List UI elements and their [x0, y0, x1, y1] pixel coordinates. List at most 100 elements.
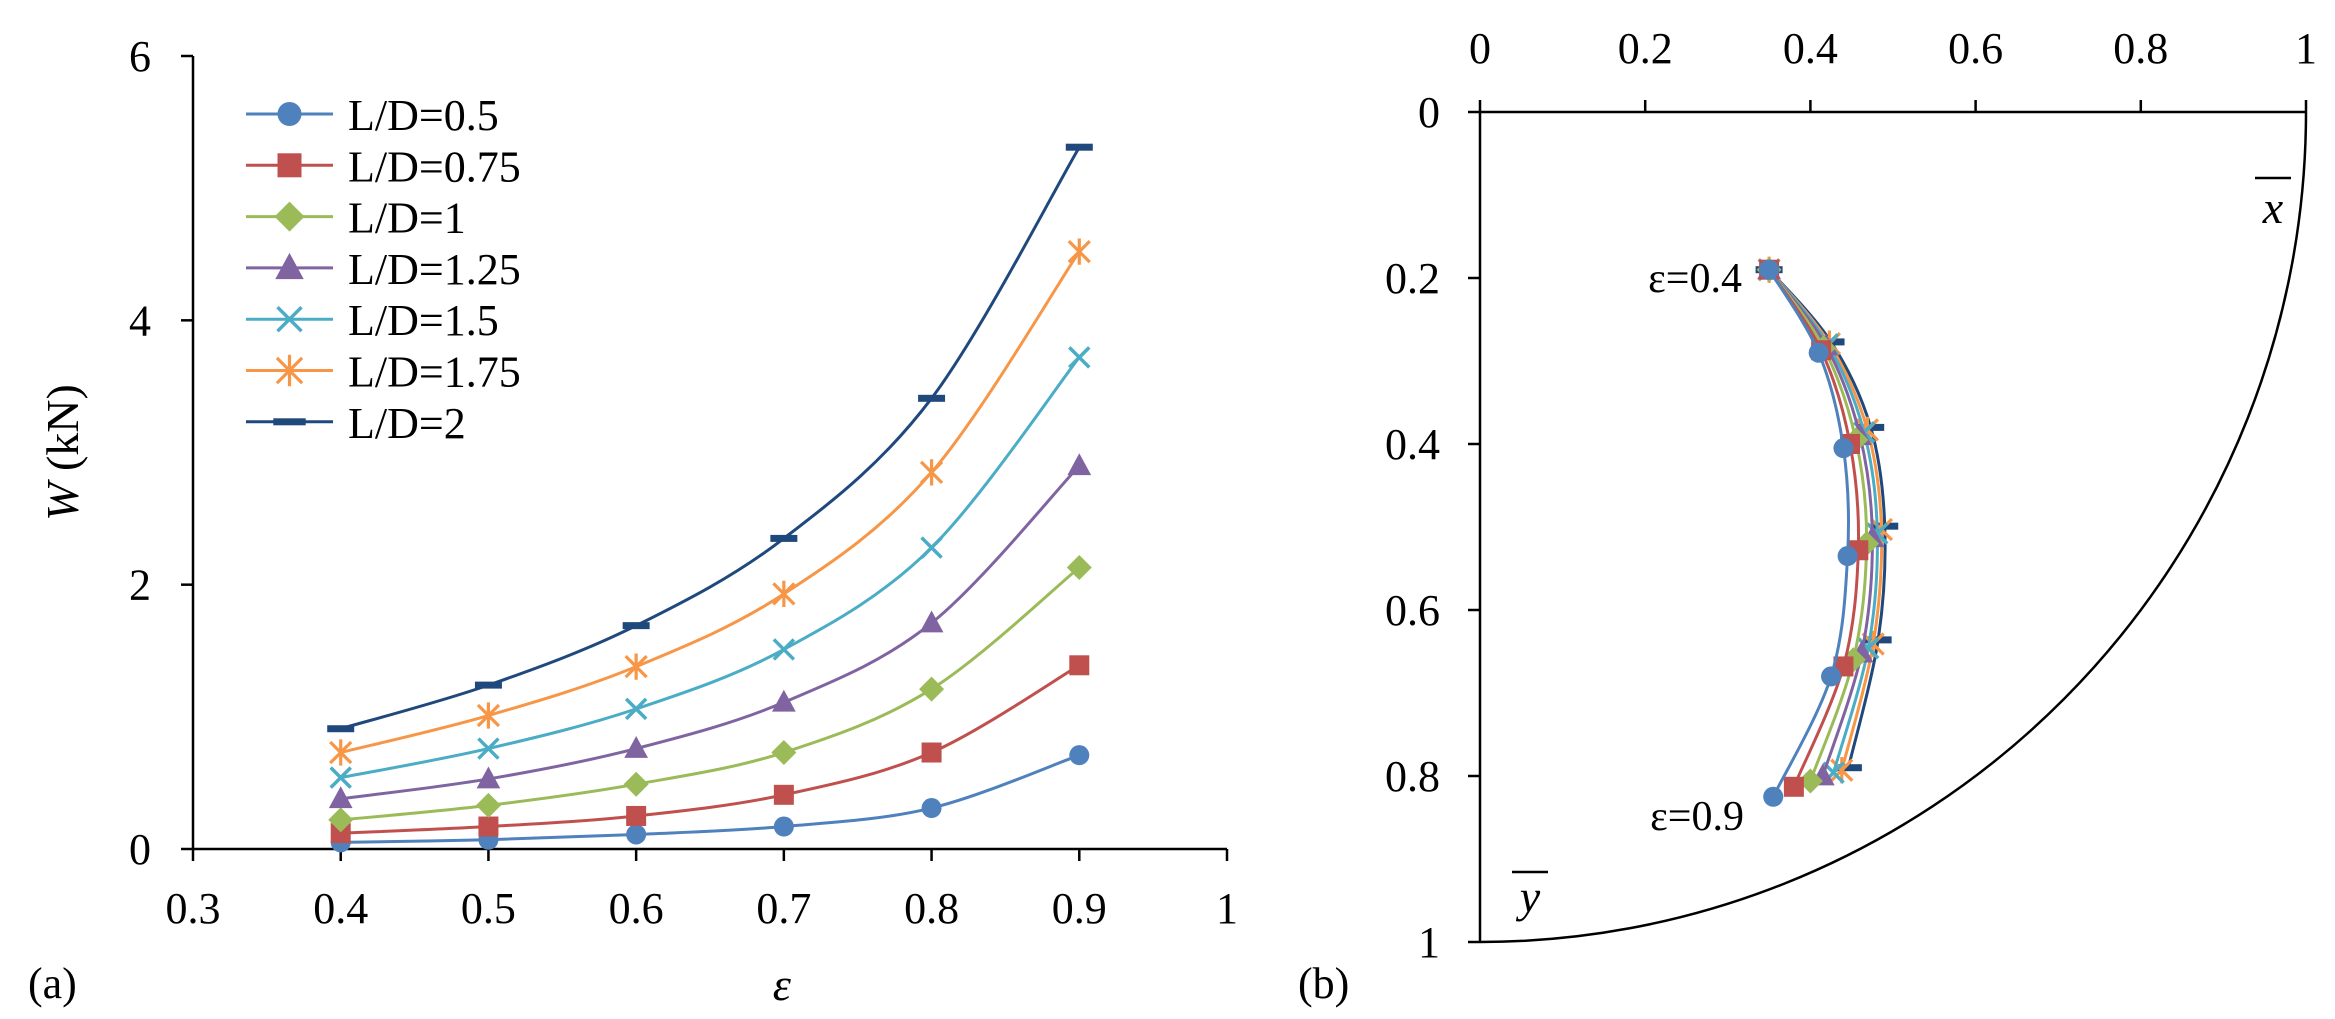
panel-a-data-point — [329, 739, 353, 766]
panel-a-data-point — [623, 771, 649, 797]
legend-marker — [273, 418, 306, 426]
panel-a-x-tick-label: 0.4 — [313, 884, 368, 933]
legend-marker — [277, 102, 302, 126]
panel-a-series-L/D=1.25 — [328, 453, 1092, 809]
panel-b-y-tick-label: 0.4 — [1385, 420, 1440, 469]
panel-b-data-point — [1759, 259, 1780, 280]
panel-a-y-tick-label: 2 — [129, 561, 151, 610]
panel-a-data-point — [771, 689, 796, 712]
panel-b-y-tick-label: 0.2 — [1385, 254, 1440, 303]
panel-a-data-point — [626, 805, 647, 826]
panel-a-data-point — [771, 740, 797, 766]
panel-a-data-point — [770, 534, 798, 542]
legend-item: L/D=1.25 — [246, 245, 521, 294]
panel-a-series-line — [340, 464, 1081, 801]
legend-label: L/D=2 — [348, 399, 466, 448]
panel-b-data-point — [1833, 438, 1854, 459]
panel-b-x-tick-label: 0.4 — [1783, 24, 1838, 73]
panel-a-series-L/D=1.75 — [329, 238, 1091, 766]
panel-b-bearing-boundary — [1479, 111, 2308, 944]
panel-a-chart: 0.3 0.4 0.5 0.6 0.7 0.8 0.9 1 0 2 4 6 ε W (kN) (a) L/D=… — [28, 32, 1238, 1010]
panel-a-y-tick-label: 6 — [129, 32, 151, 81]
panel-b-data-point — [1797, 768, 1823, 794]
panel-a-x-tick-label: 0.8 — [904, 884, 959, 933]
panel-a-series-L/D=0.75 — [330, 655, 1090, 844]
legend-marker — [275, 252, 304, 280]
panel-b-x-tick-label: 0.2 — [1618, 24, 1673, 73]
legend-label: L/D=1 — [348, 194, 466, 243]
panel-a-data-point — [1069, 655, 1090, 676]
panel-b-annotation: ε=0.9 — [1650, 794, 1744, 840]
panel-a-series-line — [340, 356, 1081, 780]
panel-a-data-point — [474, 681, 502, 689]
panel-a-x-tick-label: 0.5 — [461, 884, 516, 933]
panel-b-label: (b) — [1298, 959, 1349, 1008]
panel-a-series-L/D=1 — [328, 554, 1092, 833]
panel-a-series-L/D=2 — [327, 143, 1093, 733]
panel-a-series-line — [340, 250, 1081, 754]
panel-a-data-point — [920, 536, 943, 559]
panel-b-series-L/D=0.5 — [1759, 259, 1858, 807]
panel-b-x-tick-label: 0.6 — [1948, 24, 2003, 73]
panel-a-data-point — [477, 737, 500, 760]
legend-marker — [276, 305, 303, 333]
panel-a-data-point — [478, 816, 499, 837]
panel-b-y-tick-label: 0.6 — [1385, 586, 1440, 635]
panel-b-x-axis-label: x — [2262, 182, 2284, 233]
panel-a-data-point — [919, 676, 945, 702]
panel-a-y-axis-variable: W — [37, 479, 88, 521]
panel-b-y-tick-label: 0.8 — [1385, 752, 1440, 801]
panel-a-series-line — [340, 663, 1081, 835]
panel-b-data-point — [1763, 786, 1784, 807]
panel-a-data-point — [1068, 346, 1091, 369]
panel-a-data-point — [624, 653, 648, 680]
panel-a-data-point — [773, 784, 794, 805]
panel-b-y-tick-label: 1 — [1418, 918, 1440, 967]
panel-a-data-point — [476, 766, 501, 789]
legend-marker — [277, 153, 302, 178]
panel-b-data-point — [1821, 666, 1842, 687]
panel-a-data-point — [327, 725, 355, 733]
legend-item: L/D=0.5 — [246, 91, 499, 140]
panel-a-data-point — [921, 742, 942, 763]
panel-a-data-point — [919, 610, 944, 633]
panel-a-x-tick-label: 0.7 — [756, 884, 811, 933]
panel-a-series-L/D=0.5 — [330, 745, 1090, 853]
panel-a-data-point — [476, 702, 501, 729]
legend-marker — [275, 354, 304, 387]
panel-a-data-point — [772, 638, 796, 661]
panel-a-data-point — [1065, 143, 1093, 151]
panel-b-y-axis-label: y — [1516, 871, 1541, 922]
legend-label: L/D=1.75 — [348, 348, 521, 397]
panel-a-x-tick-label: 1 — [1216, 884, 1238, 933]
panel-a-data-point — [1069, 745, 1090, 766]
panel-a-series-line — [340, 566, 1081, 822]
panel-a-data-point — [772, 580, 796, 608]
panel-a-data-point — [1066, 554, 1092, 580]
panel-b-data-point — [1837, 546, 1858, 567]
panel-a-y-tick-label: 4 — [129, 296, 151, 345]
panel-a-data-point — [919, 459, 944, 486]
panel-a-series-L/D=1.5 — [329, 346, 1091, 789]
panel-a-data-point — [624, 697, 648, 721]
panel-b-y-tick-label: 0 — [1418, 88, 1440, 137]
panel-a-data-point — [624, 736, 649, 758]
panel-a-data-point — [328, 807, 354, 833]
panel-a-y-axis-label: W (kN) — [37, 384, 88, 521]
legend-label: L/D=1.25 — [348, 245, 521, 294]
legend-item: L/D=0.75 — [246, 142, 521, 191]
panel-a-data-point — [921, 798, 942, 819]
panel-a-label: (a) — [28, 959, 77, 1008]
legend-label: L/D=1.5 — [348, 296, 499, 345]
panel-a-data-point — [626, 824, 647, 845]
legend-label: L/D=0.75 — [348, 142, 521, 191]
panel-a-x-axis-label: ε — [773, 959, 792, 1010]
panel-a-data-point — [773, 816, 794, 837]
panel-a-data-point — [1067, 453, 1092, 476]
panel-a-legend: L/D=0.5L/D=0.75L/D=1L/D=1.25L/D=1.5L/D=1… — [246, 91, 521, 448]
legend-label: L/D=0.5 — [348, 91, 499, 140]
panel-a-data-point — [330, 823, 351, 844]
panel-b-data-point — [1834, 764, 1862, 772]
panel-a-x-tick-label: 0.9 — [1052, 884, 1107, 933]
legend-item: L/D=2 — [246, 399, 466, 448]
